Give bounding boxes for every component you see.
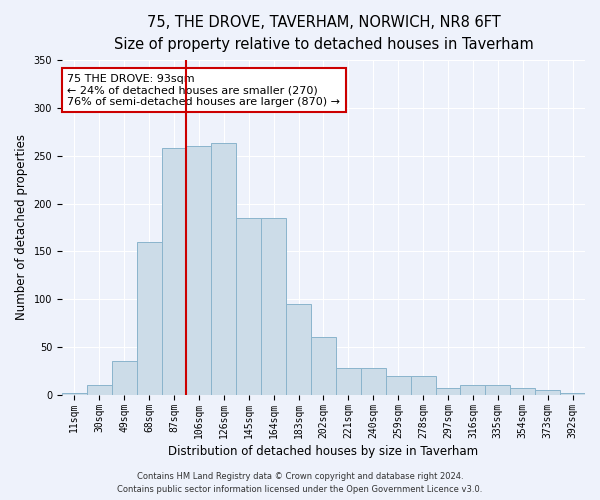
Bar [87, 385, 112, 394]
X-axis label: Distribution of detached houses by size in Taverham: Distribution of detached houses by size … [169, 444, 479, 458]
Bar [311, 338, 336, 394]
Bar [410, 376, 436, 394]
Bar [187, 146, 211, 394]
Bar [535, 390, 560, 394]
Y-axis label: Number of detached properties: Number of detached properties [15, 134, 28, 320]
Title: 75, THE DROVE, TAVERHAM, NORWICH, NR8 6FT
Size of property relative to detached : 75, THE DROVE, TAVERHAM, NORWICH, NR8 6F… [113, 15, 533, 52]
Bar [386, 376, 410, 394]
Bar [436, 388, 460, 394]
Text: Contains HM Land Registry data © Crown copyright and database right 2024.
Contai: Contains HM Land Registry data © Crown c… [118, 472, 482, 494]
Bar [112, 361, 137, 394]
Bar [261, 218, 286, 394]
Bar [286, 304, 311, 394]
Bar [137, 242, 161, 394]
Bar [62, 393, 87, 394]
Bar [236, 218, 261, 394]
Bar [485, 385, 510, 394]
Bar [161, 148, 187, 394]
Text: 75 THE DROVE: 93sqm
← 24% of detached houses are smaller (270)
76% of semi-detac: 75 THE DROVE: 93sqm ← 24% of detached ho… [67, 74, 340, 107]
Bar [560, 393, 585, 394]
Bar [460, 385, 485, 394]
Bar [510, 388, 535, 394]
Bar [211, 144, 236, 394]
Bar [336, 368, 361, 394]
Bar [361, 368, 386, 394]
